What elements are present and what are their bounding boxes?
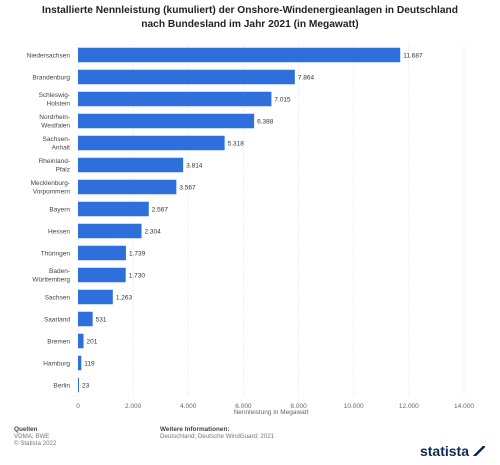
value-label: 531	[96, 316, 107, 323]
bar	[78, 179, 177, 195]
bar	[78, 355, 82, 371]
bar	[78, 157, 184, 173]
value-label: 1.739	[129, 250, 146, 257]
value-label: 7.015	[274, 96, 291, 103]
statista-mark-icon	[472, 445, 486, 457]
category-label: Niedersachsen	[27, 52, 71, 59]
category-label: Brandenburg	[32, 74, 70, 81]
category-label: Hamburg	[43, 360, 70, 367]
info-heading: Weitere Informationen:	[160, 426, 230, 433]
category-label: Sachsen- Anhalt	[43, 136, 71, 152]
value-label: 23	[82, 382, 90, 389]
bar	[78, 201, 149, 217]
category-label-line: Pfalz	[56, 167, 70, 174]
value-label: 11.687	[403, 52, 423, 59]
category-label-line: Sachsen-	[43, 136, 70, 143]
value-label: 2.304	[145, 228, 162, 235]
value-label: 3.567	[179, 184, 196, 191]
value-label: 1.730	[129, 272, 146, 279]
category-label: Saarland	[44, 316, 70, 323]
category-label-line: Vorpommern	[33, 189, 71, 196]
category-label-line: Baden-	[49, 268, 70, 275]
x-tick-label: 6.000	[235, 403, 252, 410]
bar	[78, 377, 79, 393]
x-axis-label: Nennleistung in Megawatt	[234, 409, 309, 416]
bar	[78, 135, 225, 151]
value-label: 3.814	[186, 162, 203, 169]
bar	[78, 311, 93, 327]
value-label: 7.864	[298, 74, 315, 81]
category-label-line: Berlin	[53, 382, 70, 389]
category-label-line: Brandenburg	[32, 74, 70, 81]
category-label-line: Bremen	[47, 338, 70, 345]
category-label: Bremen	[47, 338, 70, 345]
category-label-line: Holstein	[47, 101, 71, 108]
category-label-line: Mecklenburg-	[31, 180, 70, 187]
category-label: Hessen	[48, 228, 70, 235]
value-label: 2.567	[152, 206, 169, 213]
category-label-line: Schleswig-	[39, 92, 70, 99]
value-label: 201	[87, 338, 98, 345]
value-label: 119	[84, 360, 95, 367]
info-line-1: Deutschland; Deutsche WindGuard; 2021	[160, 433, 275, 440]
bar	[78, 69, 295, 85]
category-label-line: Thüringen	[41, 250, 71, 257]
value-label: 1.263	[116, 294, 133, 301]
label-layer: 0 2.000 4.000 6.000 8.000 10.000 12.000 14.000 1…	[27, 52, 475, 410]
category-label: Thüringen	[41, 250, 71, 257]
chart-title: Installierte Nennleistung (kumuliert) de…	[10, 4, 490, 32]
bar	[78, 223, 142, 239]
x-tick-label: 12.000	[399, 403, 419, 410]
bar	[78, 47, 401, 63]
bar	[78, 245, 126, 261]
category-label-line: Rheinland-	[39, 158, 70, 165]
category-label-line: Württemberg	[32, 277, 70, 284]
category-label: Baden- Württemberg	[32, 268, 70, 284]
x-tick-label: 2.000	[125, 403, 142, 410]
sources-block: Quellen VDMA; BWE © Statista 2022	[14, 426, 56, 447]
category-label: Bayern	[49, 206, 70, 213]
value-label: 5.318	[228, 140, 245, 147]
bar-chart: 0 2.000 4.000 6.000 8.000 10.000 12.000 14.000 1…	[27, 44, 475, 416]
category-label-line: Hessen	[48, 228, 70, 235]
bar	[78, 289, 113, 305]
category-label-line: Bayern	[49, 206, 70, 213]
category-label: Mecklenburg- Vorpommern	[31, 180, 71, 196]
category-label: Nordrhein- Westfalen	[39, 114, 70, 130]
category-label-line: Niedersachsen	[27, 52, 71, 59]
bar	[78, 333, 84, 349]
x-tick-label: 8.000	[290, 403, 307, 410]
sources-line-2: © Statista 2022	[14, 440, 57, 447]
bar	[78, 113, 255, 129]
x-tick-label: 10.000	[344, 403, 364, 410]
category-label-line: Saarland	[44, 316, 70, 323]
category-label: Schleswig- Holstein	[39, 92, 71, 108]
category-label-line: Anhalt	[52, 145, 71, 152]
bar-layer	[78, 47, 401, 393]
sources-line-1: VDMA; BWE	[14, 433, 50, 440]
category-label-line: Sachsen	[45, 294, 71, 301]
category-label: Sachsen	[45, 294, 71, 301]
category-label-line: Hamburg	[43, 360, 70, 367]
brand-name: statista	[419, 443, 469, 459]
bar	[78, 91, 272, 107]
x-tick-label: 4.000	[180, 403, 197, 410]
value-label: 6.388	[257, 118, 274, 125]
info-block: Weitere Informationen: Deutschland; Deut…	[160, 426, 274, 440]
title-line-1: Installierte Nennleistung (kumuliert) de…	[42, 5, 458, 16]
statista-logo[interactable]: statista	[420, 443, 486, 459]
x-tick-label: 14.000	[454, 403, 474, 410]
category-label-line: Westfalen	[41, 123, 70, 130]
category-label: Rheinland- Pfalz	[39, 158, 70, 174]
category-label-line: Nordrhein-	[39, 114, 70, 121]
title-line-2: nach Bundesland im Jahr 2021 (in Megawat…	[141, 19, 359, 30]
category-label: Berlin	[53, 382, 70, 389]
sources-heading: Quellen	[14, 426, 38, 433]
bar	[78, 267, 126, 283]
x-tick-label: 0	[76, 403, 80, 410]
